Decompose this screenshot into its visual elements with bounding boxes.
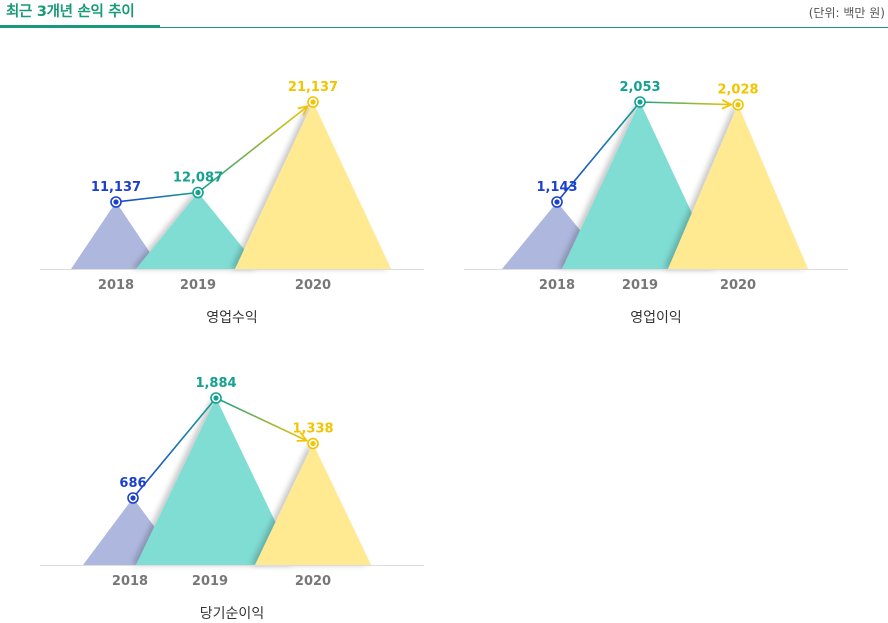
trend-line-segment [197, 106, 307, 194]
data-point-dot [213, 395, 219, 401]
header-divider [0, 27, 888, 28]
page-header: 최근 3개년 손익 추이 (단위: 백만 원) [0, 0, 888, 30]
x-tick-label: 2018 [112, 574, 148, 589]
x-tick-label: 2019 [192, 574, 228, 589]
value-label: 1,143 [536, 180, 577, 195]
trend-line-segment [132, 397, 217, 499]
chart-operating-profit: 1,143 2018 2,053 2019 2,028 2020 영업이익 [464, 60, 848, 340]
trend-line-segment [556, 101, 641, 203]
chart-title: 영업이익 [630, 310, 682, 326]
chart-net-income: 686 2018 1,884 2019 1,338 2020 당기순이익 [40, 356, 424, 622]
trend-line-segment [115, 191, 199, 203]
data-point-dot [637, 99, 643, 105]
data-point-dot [310, 99, 316, 105]
chart-svg: 1,143 2018 2,053 2019 2,028 2020 [464, 80, 848, 293]
area-2019 [136, 192, 260, 269]
value-label: 1,884 [195, 376, 236, 391]
data-point-dot [130, 495, 136, 501]
data-point-dot [554, 199, 560, 205]
trend-line-segment [639, 102, 731, 105]
data-point-dot [310, 440, 316, 447]
value-label: 2,028 [717, 83, 758, 98]
area-2018 [71, 202, 161, 269]
value-label: 2,053 [619, 80, 660, 95]
area-2019 [136, 398, 296, 565]
chart-svg: 11,137 2018 12,087 2019 21,137 2020 [40, 80, 424, 293]
x-tick-label: 2020 [720, 278, 756, 293]
chart-operating-revenue: 11,137 2018 12,087 2019 21,137 2020 영업수익 [40, 60, 424, 340]
x-tick-label: 2019 [180, 278, 216, 293]
x-tick-label: 2018 [98, 278, 134, 293]
value-label: 11,137 [91, 180, 141, 195]
area-2020 [255, 443, 371, 565]
value-label: 1,338 [292, 422, 333, 437]
data-point-dot [113, 199, 119, 205]
page-title: 최근 3개년 손익 추이 [6, 4, 135, 20]
x-tick-label: 2019 [622, 278, 658, 293]
chart-title: 당기순이익 [199, 606, 265, 622]
x-tick-label: 2020 [295, 278, 331, 293]
area-2020 [235, 102, 391, 269]
data-point-dot [195, 189, 201, 196]
trend-line-segment [215, 397, 307, 441]
x-tick-label: 2020 [295, 574, 331, 589]
chart-title: 영업수익 [206, 310, 258, 326]
title-underline [0, 25, 160, 28]
value-label: 686 [119, 476, 146, 491]
value-label: 21,137 [288, 80, 338, 95]
area-2020 [668, 104, 808, 269]
data-point-dot [735, 102, 741, 108]
x-tick-label: 2018 [539, 278, 575, 293]
area-2019 [562, 102, 718, 269]
unit-label: (단위: 백만 원) [808, 6, 885, 20]
chart-svg: 686 2018 1,884 2019 1,338 2020 [40, 376, 424, 589]
value-label: 12,087 [173, 171, 223, 186]
